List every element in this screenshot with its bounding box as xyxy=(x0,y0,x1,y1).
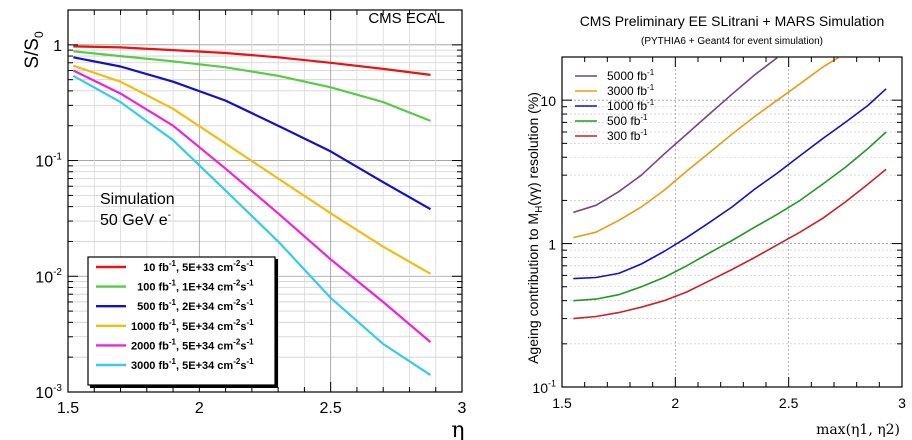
x-tick-label: 2 xyxy=(671,395,679,411)
x-tick-label: 2 xyxy=(195,400,204,417)
legend-label-lumi-1: 100 fb-1 xyxy=(137,279,176,294)
legend-label-lumi-0: 10 fb-1 xyxy=(143,259,176,274)
series-line-5 xyxy=(72,74,432,377)
series-line-1 xyxy=(73,50,431,122)
legend-label-rate-0: , 5E+33 cm-2s-1 xyxy=(176,259,254,274)
right-legend-label-3: 500 fb-1 xyxy=(607,113,648,128)
legend-label-lumi-3: 1000 fb-1 xyxy=(131,318,177,333)
right-y-axis-label: Ageing contribution to MH(γγ) resolution… xyxy=(525,92,545,364)
series-line-2 xyxy=(73,56,432,211)
x-tick-label: 3 xyxy=(898,395,906,411)
series-line-4 xyxy=(72,69,432,343)
right-chart-title: CMS Preliminary EE SLitrani + MARS Simul… xyxy=(580,13,885,29)
y-tick-label: 10-1 xyxy=(35,151,62,170)
left-legend-shadow xyxy=(90,385,277,388)
y-tick-label: 10-1 xyxy=(532,379,556,396)
legend-label-rate-3: , 5E+34 cm-2s-1 xyxy=(176,318,254,333)
series-line-1 xyxy=(573,56,839,239)
x-tick-label: 2.5 xyxy=(320,400,342,417)
right-legend-label-2: 1000 fb-1 xyxy=(607,98,655,113)
series-line-3 xyxy=(72,64,432,275)
svg-text:S/S0: S/S0 xyxy=(22,31,46,69)
series-line-0 xyxy=(73,45,431,76)
x-tick-label: 2.5 xyxy=(779,395,799,411)
right-ticks: 1.5 2 2.5 3 10 1 10-1 xyxy=(532,56,906,411)
left-plot-frame xyxy=(67,9,463,393)
legend-label-lumi-2: 500 fb-1 xyxy=(137,298,176,313)
left-series-lines xyxy=(72,45,432,377)
y-tick-label: 10-2 xyxy=(35,267,62,286)
y-tick-label: 10-3 xyxy=(35,383,62,402)
left-legend-shadow-side xyxy=(275,259,278,388)
left-ticks: 1.5 2 2.5 3 1 10-1 10-2 10-3 xyxy=(35,9,467,417)
x-tick-label: 3 xyxy=(458,400,467,417)
right-plot-frame xyxy=(561,56,903,388)
left-x-axis-label: η xyxy=(451,418,464,440)
right-legend-label-1: 3000 fb-1 xyxy=(607,83,655,98)
right-legend-label-0: 5000 fb-1 xyxy=(607,68,655,83)
left-chart: 1.5 2 2.5 3 1 10-1 10-2 10-3 CMS ECAL S/S0 η Si… xyxy=(22,9,467,440)
right-chart-subtitle: (PYTHIA6 + Geant4 for event simulation) xyxy=(641,36,823,47)
right-series-lines xyxy=(573,56,887,320)
svg-text:Ageing contribution to MH(γγ): Ageing contribution to MH(γγ) resolution… xyxy=(525,92,545,364)
simulation-label: Simulation xyxy=(100,191,175,208)
right-x-axis-label: max(η1, η2) xyxy=(816,422,900,438)
series-line-0 xyxy=(573,56,778,214)
x-tick-label: 1.5 xyxy=(552,395,572,411)
left-chart-title: CMS ECAL xyxy=(368,10,445,27)
legend-label-rate-2: , 2E+34 cm-2s-1 xyxy=(176,298,254,313)
left-y-axis-label: S/S0 xyxy=(22,31,46,69)
legend-label-lumi-4: 2000 fb-1 xyxy=(131,337,177,352)
legend-label-rate-5: , 5E+34 cm-2s-1 xyxy=(176,357,254,372)
series-line-2 xyxy=(573,88,887,280)
legend-label-lumi-5: 3000 fb-1 xyxy=(131,357,177,372)
legend-label-rate-1: , 1E+34 cm-2s-1 xyxy=(176,279,254,294)
y-tick-label: 1 xyxy=(53,38,62,55)
left-legend-box xyxy=(87,256,276,386)
series-line-4 xyxy=(573,168,887,320)
y-tick-label: 1 xyxy=(548,237,556,253)
right-chart: 1.5 2 2.5 3 10 1 10-1 CMS Preliminary EE SLitr… xyxy=(525,13,906,438)
series-line-3 xyxy=(573,131,887,302)
right-legend-label-4: 300 fb-1 xyxy=(607,128,648,143)
y-tick-label: 10 xyxy=(540,93,556,109)
legend-label-rate-4: , 5E+34 cm-2s-1 xyxy=(176,337,254,352)
energy-label: 50 GeV e- xyxy=(100,210,171,229)
x-tick-label: 1.5 xyxy=(57,400,79,417)
